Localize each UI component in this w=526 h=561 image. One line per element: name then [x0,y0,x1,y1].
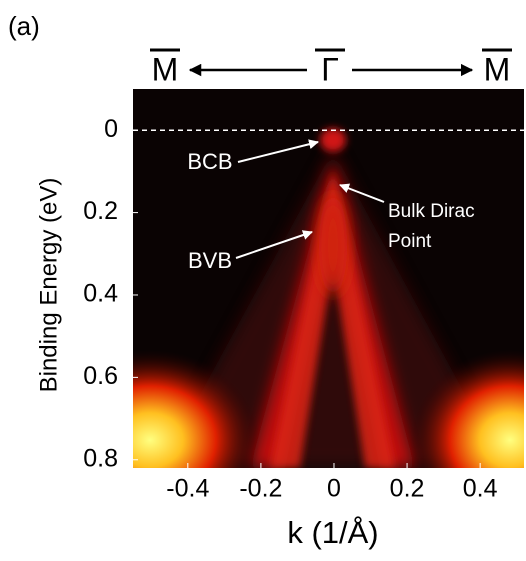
panel-label: (a) [8,11,40,41]
y-axis-label: Binding Energy (eV) [35,178,62,393]
annotation-arrow [339,183,385,203]
annotation: BVB [188,248,232,273]
x-tick-label: -0.2 [239,475,282,503]
x-tick-label: 0.4 [463,475,498,503]
y-tick-label: 0.4 [83,280,118,308]
x-tick-label: -0.4 [166,475,209,503]
x-tick-label: 0.2 [390,475,425,503]
x-axis-label: k (1/Å) [287,515,378,550]
x-tick-label: 0 [327,475,341,503]
spectrum-image [133,89,524,468]
y-tick-label: 0.2 [83,197,118,225]
annotation-arrow [237,139,319,163]
symmetry-label: Γ [321,51,339,87]
y-tick-label: 0.6 [83,362,118,390]
symmetry-label: M [152,51,179,87]
annotation: Point [388,231,432,252]
symmetry-label: M [484,51,511,87]
annotation: BCB [187,149,232,174]
annotation-arrow [235,230,313,259]
y-tick-label: 0 [104,115,118,143]
annotation: Bulk Dirac [388,201,475,222]
y-tick-label: 0.8 [83,444,118,472]
